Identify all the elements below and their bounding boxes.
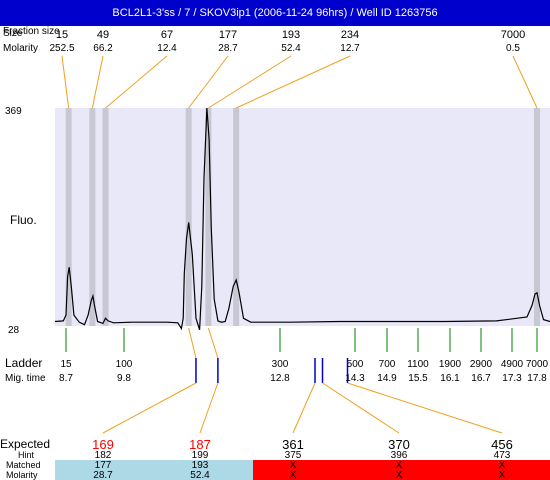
peak-molarity-label: 28.7 [218,43,238,54]
hint-size: 182 [95,450,112,461]
matched-molarity: X [396,470,403,480]
fraction-size-label: Fraction size [3,26,60,37]
matched-size: X [499,460,506,471]
fluorescence-trace [54,107,550,331]
peak-molarity-label: 12.4 [157,43,177,54]
peak-molarity-label: 12.7 [340,43,360,54]
expected-size: 187 [189,437,211,452]
ladder-time-label: 16.1 [440,373,460,384]
peak-size-label: 15 [56,29,68,41]
y-max-label: 369 [5,106,22,117]
size-label: Size [3,28,23,39]
peak-connector [208,55,292,109]
ladder-time-label: 14.3 [345,373,365,384]
ladder-size-label: 100 [116,359,133,370]
molarity-bottom-label: Molarity [6,470,38,480]
matched-size: 177 [95,460,112,471]
ladder-time-label: 16.7 [471,373,491,384]
matched-size: X [290,460,297,471]
peak-size-label: 67 [161,29,173,41]
report-title: BCL2L1-3'ss / 7 / SKOV3ip1 (2006-11-24 9… [0,0,550,26]
matched-molarity: 52.4 [190,470,210,480]
hint-label: Hint [18,450,35,460]
peak-molarity-label: 0.5 [506,43,520,54]
ladder-time-label: 8.7 [59,373,73,384]
peak-connector [105,55,168,109]
expected-connector [102,382,197,434]
ladder-size-label: 1100 [407,359,429,370]
ladder-time-label: 9.8 [117,373,131,384]
hint-size: 199 [192,450,209,461]
peak-band [65,108,72,326]
matched-size: X [396,460,403,471]
migtime-label: Mig. time [5,373,46,384]
ladder-size-label: 1900 [439,359,462,370]
peak-size-label: 7000 [501,29,525,41]
ladder-size-label: 2900 [470,359,493,370]
molarity-label: Molarity [3,43,38,54]
hint-size: 375 [285,450,302,461]
expected-size: 370 [388,437,410,452]
ladder-time-label: 15.5 [408,373,428,384]
expected-label: Expected [0,437,50,451]
unmatched-row-bg [253,460,550,480]
peak-link [207,327,219,359]
peak-band [205,108,212,326]
peak-band [89,108,96,326]
matched-label: Matched [6,460,41,470]
ladder-size-label: 700 [379,359,396,370]
matched-molarity: 28.7 [93,470,113,480]
matched-size: 193 [192,460,209,471]
peak-molarity-label: 52.4 [281,43,301,54]
fluo-axis-label: Fluo. [10,213,37,227]
matched-row-bg [55,460,253,480]
peak-molarity-label: 252.5 [49,43,74,54]
peak-band [534,108,540,326]
plot-background [55,108,550,326]
ladder-time-label: 17.3 [502,373,522,384]
ladder-size-label: 4900 [501,359,524,370]
hint-size: 473 [494,450,511,461]
peak-connector [188,55,229,109]
peak-size-label: 177 [219,29,237,41]
matched-molarity: X [290,470,297,480]
peak-connector [235,55,351,109]
ladder-size-label: 300 [272,359,289,370]
y-min-label: 28 [8,325,20,336]
peak-band [102,108,109,326]
peak-size-label: 193 [282,29,300,41]
ladder-size-label: 7000 [526,359,549,370]
ladder-time-label: 14.9 [377,373,397,384]
ladder-size-label: 15 [60,359,72,370]
hint-size: 396 [391,450,408,461]
peak-band [233,108,240,326]
peak-link [188,327,197,359]
peak-connector [61,55,70,109]
expected-size: 361 [282,437,304,452]
expected-connector [322,382,400,434]
expected-connector [347,382,503,434]
matched-molarity: X [499,470,506,480]
ladder-time-label: 17.8 [527,373,547,384]
peak-molarity-label: 66.2 [93,43,113,54]
expected-size: 169 [92,437,114,452]
ladder-size-label: 500 [347,359,364,370]
expected-connector [199,382,219,434]
peak-band [185,108,192,326]
peak-size-label: 49 [97,29,109,41]
peak-connector [91,55,104,109]
ladder-time-label: 12.8 [270,373,290,384]
ladder-label: Ladder [5,356,42,370]
peak-size-label: 234 [341,29,359,41]
peak-connector [512,55,538,109]
expected-connector [292,382,316,434]
expected-size: 456 [491,437,513,452]
